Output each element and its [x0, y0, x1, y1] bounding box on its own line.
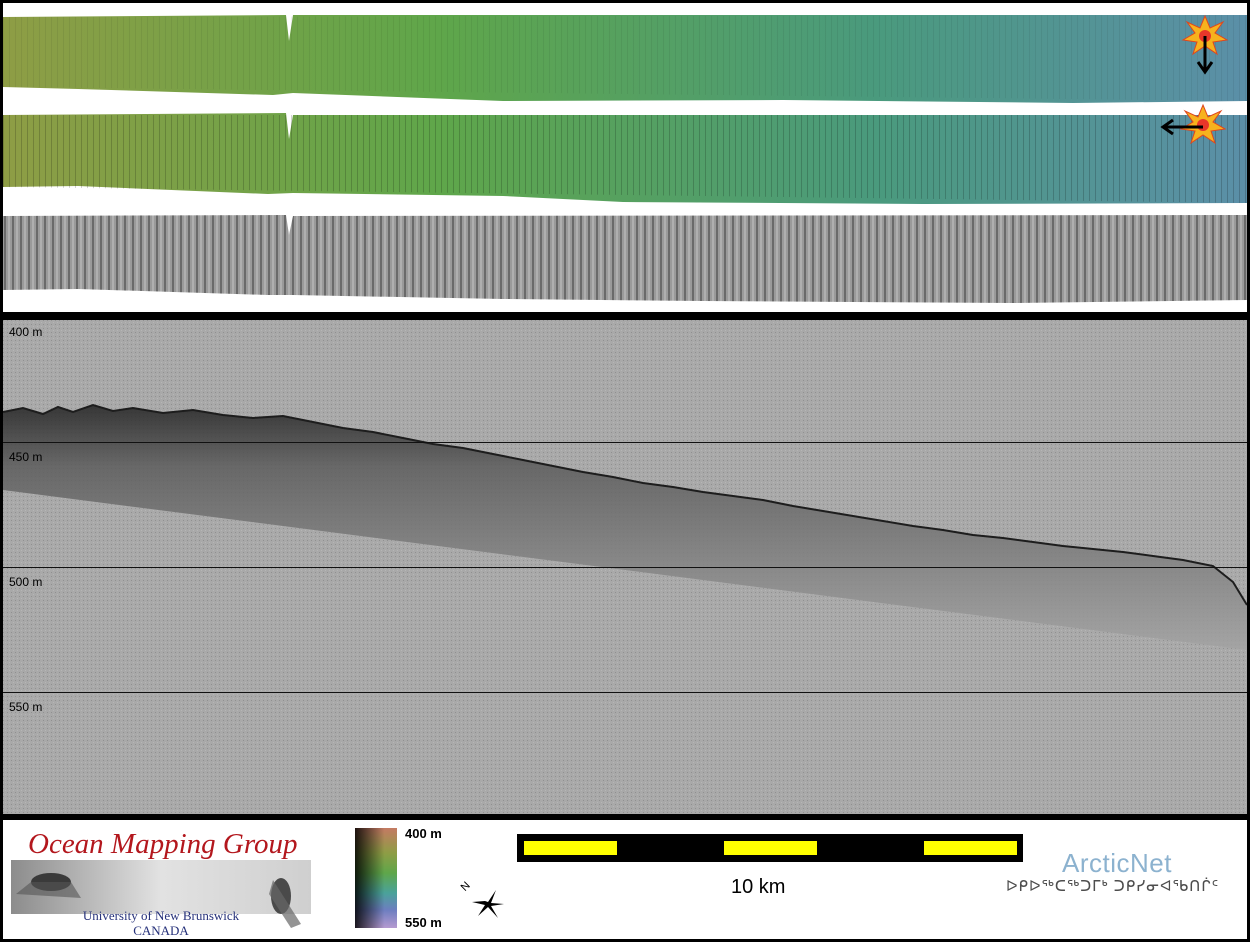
- omg-title: Ocean Mapping Group: [28, 828, 298, 860]
- arcticnet-title: ArcticNet: [1062, 848, 1172, 878]
- sun-north-illumination-icon: [1181, 14, 1229, 75]
- colorbar-top-label: 400 m: [405, 826, 442, 841]
- colorbar-bottom-label: 550 m: [405, 915, 442, 930]
- depth-gridline-500: [3, 567, 1247, 568]
- scale-segment-5: [924, 841, 1017, 855]
- omg-university: University of New Brunswick: [82, 908, 240, 923]
- arcticnet-subtitle: ᐅᑭᐅᖅᑕᖅᑐᒥᒃ ᑐᑭᓯᓂᐊᖃᑎᒌᑦ: [1006, 878, 1220, 895]
- multibeam-strips-svg: [3, 14, 1247, 303]
- depth-gridline-450: [3, 442, 1247, 443]
- omg-logo-graphic: [11, 860, 311, 928]
- scale-segment-3: [724, 841, 817, 855]
- depth-label-400: 400 m: [9, 325, 43, 339]
- omg-country: CANADA: [133, 923, 189, 938]
- depth-label-550: 550 m: [9, 700, 43, 714]
- scale-bar: [517, 834, 1023, 862]
- legend-panel: Ocean Mapping Group University of New Br…: [3, 820, 1247, 939]
- scale-segment-1: [524, 841, 617, 855]
- depth-colorbar-shade: [355, 828, 397, 928]
- sun-east-illumination-icon: [1160, 103, 1227, 145]
- scale-label: 10 km: [731, 876, 786, 898]
- depth-label-450: 450 m: [9, 450, 43, 464]
- seafloor-echo: [3, 405, 1247, 650]
- compass-icon: N: [459, 880, 504, 918]
- depth-gridline-550: [3, 692, 1247, 693]
- multibeam-strips-panel: [3, 3, 1247, 312]
- water-column-profile: 400 m 450 m 500 m 550 m: [3, 320, 1247, 814]
- omg-logo: Ocean Mapping Group University of New Br…: [11, 824, 311, 938]
- depth-label-500: 500 m: [9, 575, 43, 589]
- compass-letter: N: [459, 880, 473, 894]
- backscatter-strip: [3, 215, 1247, 303]
